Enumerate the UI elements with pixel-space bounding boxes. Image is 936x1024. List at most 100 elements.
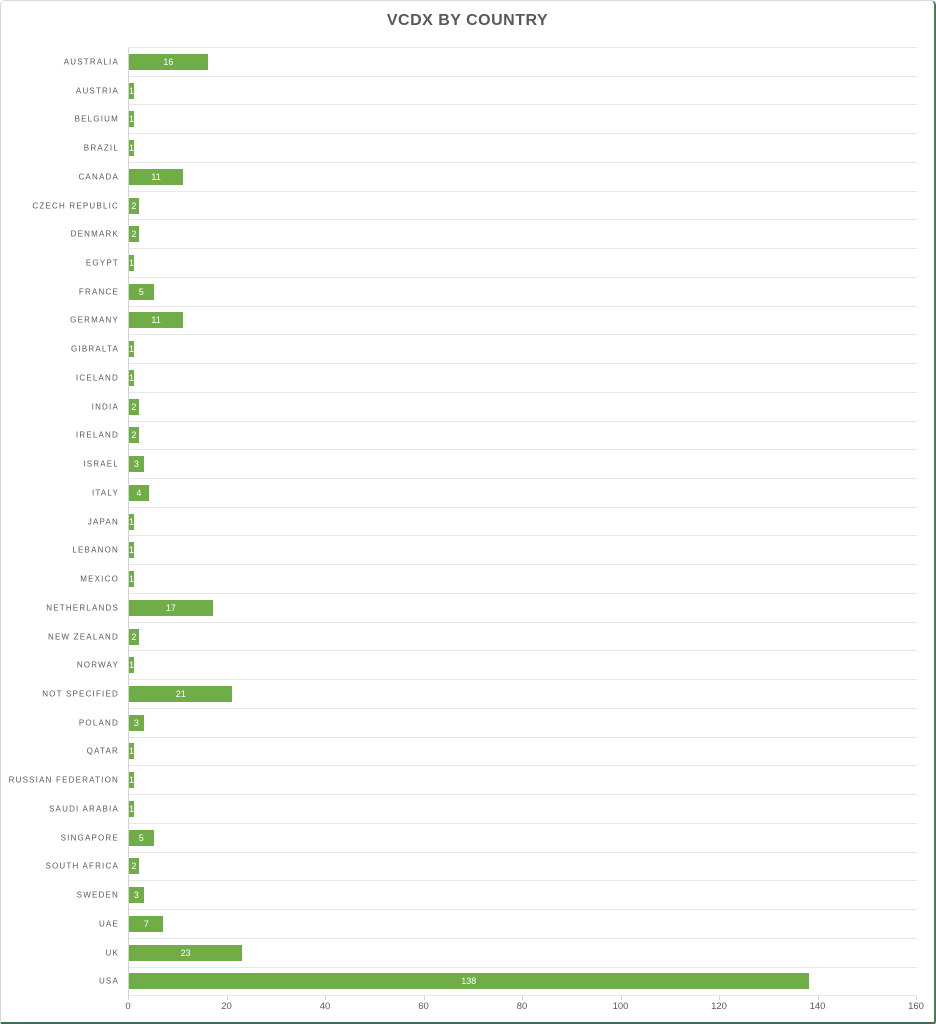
value-label: 16 — [163, 56, 174, 67]
bar-row: NOT SPECIFIED 21 — [42, 680, 917, 709]
bar-row: GERMANY 11 — [70, 307, 917, 336]
value-label: 1 — [128, 85, 134, 96]
category-label: NEW ZEALAND — [48, 632, 119, 642]
category-label: RUSSIAN FEDERATION — [8, 775, 119, 785]
bar: 1 — [129, 513, 134, 530]
category-label: GERMANY — [70, 315, 119, 325]
bar: 7 — [129, 915, 164, 932]
category-label: NOT SPECIFIED — [42, 689, 119, 699]
bar: 1 — [128, 542, 134, 559]
x-axis: 0 20 40 60 80 100 120 140 160 — [125, 996, 924, 1018]
category-label: USA — [98, 976, 119, 986]
bar: 5 — [129, 283, 154, 300]
bar-row: BELGIUM 1 — [75, 105, 917, 135]
chart-title: VCDX BY COUNTRY — [386, 12, 549, 29]
x-axis-tick-mark — [620, 996, 622, 1000]
value-label: 2 — [131, 631, 137, 642]
category-label: AUSTRALIA — [63, 57, 119, 67]
bar: 4 — [129, 484, 149, 501]
category-label: SAUDI ARABIA — [49, 804, 119, 814]
bar-row: ICELAND 1 — [76, 364, 917, 393]
category-label: QATAR — [86, 746, 119, 756]
bar: 3 — [129, 456, 144, 473]
bar: 138 — [129, 973, 809, 990]
category-label: IRELAND — [75, 430, 119, 440]
x-axis-tick-mark — [522, 996, 523, 1000]
value-label: 1 — [128, 258, 134, 268]
value-label: 138 — [461, 976, 477, 987]
bar: 2 — [129, 226, 139, 243]
bar: 1 — [128, 140, 134, 157]
x-axis-tick-mark — [128, 996, 129, 1000]
bar: 1 — [128, 657, 134, 674]
bar: 11 — [129, 312, 184, 329]
value-label: 11 — [151, 171, 161, 182]
category-label: DENMARK — [70, 229, 119, 239]
bar: 1 — [128, 800, 134, 817]
x-axis-tick-mark — [817, 996, 819, 1000]
bar: 1 — [128, 111, 134, 128]
bar-row: JAPAN 1 — [88, 508, 917, 537]
category-label: EGYPT — [85, 258, 119, 268]
category-label: INDIA — [91, 402, 119, 412]
category-label: SWEDEN — [76, 890, 119, 900]
x-axis-tick-label: 20 — [221, 1001, 232, 1012]
value-label: 2 — [131, 229, 137, 240]
x-axis-tick-label: 140 — [809, 1001, 826, 1012]
value-label: 1 — [128, 114, 134, 125]
bar: 1 — [129, 369, 134, 386]
bar: 1 — [128, 82, 134, 99]
value-label: 1 — [128, 660, 134, 671]
bar-row: SAUDI ARABIA 1 — [49, 795, 917, 824]
value-label: 4 — [136, 487, 142, 498]
bar-row: AUSTRIA 1 — [76, 77, 917, 106]
bar-row: CANADA 11 — [78, 163, 917, 192]
x-axis-tick-mark — [226, 996, 228, 1000]
category-label: ICELAND — [75, 373, 119, 383]
value-label: 23 — [180, 947, 191, 958]
value-label: 1 — [128, 143, 134, 154]
category-label: CANADA — [78, 172, 119, 182]
bar-row: NEW ZEALAND 2 — [48, 623, 917, 652]
category-label: AUSTRIA — [75, 86, 119, 96]
bar-row: UK 23 — [105, 939, 917, 968]
bar: 2 — [129, 628, 139, 645]
x-axis-tick-mark — [916, 996, 917, 1000]
value-label: 3 — [133, 717, 139, 728]
bar-row: NETHERLANDS 17 — [46, 594, 917, 623]
category-label: BELGIUM — [74, 114, 119, 124]
bar-row: IRELAND 2 — [76, 422, 917, 451]
value-label: 1 — [128, 803, 134, 814]
value-label: 2 — [131, 401, 137, 412]
bar-row: SINGAPORE 5 — [61, 824, 917, 853]
category-label: BRAZIL — [83, 143, 119, 153]
bar: 2 — [129, 427, 139, 444]
bar-row: SOUTH AFRICA 2 — [45, 853, 917, 882]
category-label: NETHERLANDS — [46, 603, 119, 613]
x-axis-tick-label: 60 — [418, 1001, 429, 1012]
bar: 16 — [129, 53, 208, 70]
bar: 11 — [129, 168, 184, 185]
value-label: 1 — [128, 545, 134, 556]
value-label: 11 — [151, 315, 161, 326]
bar: 5 — [129, 829, 154, 846]
value-label: 1 — [128, 746, 134, 757]
bar: 2 — [129, 398, 139, 415]
value-label: 2 — [131, 200, 137, 211]
bar: 1 — [129, 341, 134, 358]
category-label: NORWAY — [76, 660, 119, 670]
x-axis-tick-label: 120 — [711, 1001, 727, 1012]
bar-row: DENMARK 2 — [71, 220, 917, 250]
x-axis-tick-label: 0 — [125, 1001, 131, 1012]
value-label: 7 — [143, 918, 149, 929]
value-label: 17 — [165, 602, 176, 613]
value-label: 1 — [128, 574, 134, 585]
category-label: CZECH REPUBLIC — [32, 201, 119, 211]
bar: 3 — [129, 714, 144, 731]
bar-row: USA 138 — [99, 968, 917, 997]
category-label: JAPAN — [87, 517, 119, 527]
value-label: 21 — [175, 689, 186, 700]
value-label: 3 — [133, 459, 139, 470]
bar-row: RUSSIAN FEDERATION 1 — [9, 766, 917, 796]
x-axis-tick-label: 40 — [319, 1001, 331, 1012]
